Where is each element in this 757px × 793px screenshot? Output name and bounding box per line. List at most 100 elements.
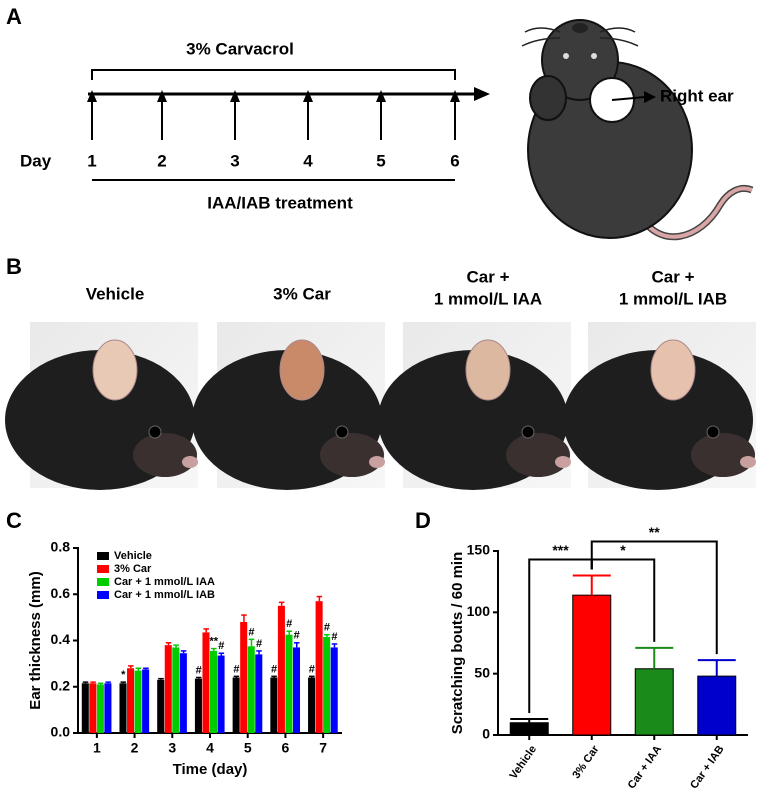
bar	[127, 668, 135, 733]
significance-mark: #	[271, 663, 277, 675]
bar	[119, 683, 127, 733]
bar	[292, 647, 301, 733]
mouse-eye	[335, 425, 349, 439]
mouse-nose	[369, 456, 385, 468]
bar	[134, 670, 142, 733]
panel-letter: A	[6, 4, 22, 29]
bar	[89, 683, 97, 733]
bar	[285, 634, 293, 733]
significance-mark: #	[309, 663, 315, 675]
bar	[572, 594, 612, 736]
significance-mark: #	[286, 618, 292, 630]
bar	[179, 653, 187, 733]
mouse-drawing	[521, 19, 754, 241]
photo-labels: Vehicle 3% Car Car + 1 mmol/L IAA Car + 1 mmo…	[86, 267, 727, 308]
bracket	[91, 69, 456, 80]
significance-mark: #	[294, 630, 300, 642]
ear-label: Right ear	[660, 86, 734, 105]
day-arrowhead	[87, 90, 97, 102]
mouse-ear	[92, 339, 138, 401]
day-arrowhead	[450, 90, 460, 102]
mouse-nose	[182, 456, 198, 468]
photo-label: 1 mmol/L IAA	[434, 289, 542, 308]
mouse-eye	[706, 425, 720, 439]
day-number: 1	[87, 151, 96, 170]
bar	[96, 684, 104, 733]
legend-swatch	[97, 591, 109, 599]
photos	[5, 322, 756, 490]
y-tick-label: 0.8	[51, 539, 71, 555]
x-tick-label: Vehicle	[508, 744, 540, 782]
bottom-label: IAA/IAB treatment	[207, 193, 353, 212]
bar	[157, 679, 165, 733]
panel-letter: D	[415, 508, 431, 533]
significance-mark: #	[248, 626, 254, 638]
day-label: Day	[20, 151, 52, 170]
day-arrowhead	[303, 90, 313, 102]
day-arrows: 1 2 3 4 5 6	[87, 90, 460, 170]
bar	[330, 647, 338, 733]
bar	[240, 622, 248, 733]
x-tick-label: 4	[206, 740, 214, 756]
bar	[81, 683, 89, 733]
day-number: 5	[376, 151, 385, 170]
day-arrowhead	[376, 90, 386, 102]
legend-label: 3% Car	[114, 563, 152, 575]
x-tick-label: Car + IAB	[688, 743, 726, 791]
x-tick-label: 3% Car	[570, 743, 602, 781]
bar	[247, 646, 255, 733]
y-tick-label: 0.4	[51, 631, 71, 647]
y-axis-label: Scratching bouts / 60 min	[449, 552, 466, 735]
bar	[142, 669, 150, 733]
photo-label: Vehicle	[86, 284, 145, 303]
mouse-ear	[465, 339, 511, 401]
bar	[315, 601, 323, 733]
top-label: 3% Carvacrol	[186, 39, 294, 58]
significance-label: ***	[552, 542, 569, 558]
significance-mark: **	[209, 636, 218, 648]
photo-label: Car +	[652, 267, 695, 286]
panel-letter: C	[6, 508, 22, 533]
panel-letter: B	[6, 254, 22, 279]
bar	[277, 605, 285, 733]
day-number: 3	[230, 151, 239, 170]
significance-mark: *	[121, 669, 126, 681]
x-tick-label: 5	[244, 740, 252, 756]
bar	[323, 637, 331, 733]
bar	[255, 654, 263, 733]
significance-mark: #	[218, 640, 224, 652]
bar	[172, 647, 180, 733]
significance-mark: #	[196, 664, 202, 676]
bar	[164, 645, 172, 733]
mouse-snout	[506, 433, 570, 477]
significance-bracket	[590, 540, 718, 655]
day-arrowhead	[230, 90, 240, 102]
legend-swatch	[97, 552, 109, 560]
photo-label: Car +	[467, 267, 510, 286]
bar	[104, 683, 112, 733]
bar	[634, 668, 674, 736]
photo-label: 1 mmol/L IAB	[619, 289, 727, 308]
y-tick-label: 0	[482, 726, 490, 742]
day-number: 2	[157, 151, 166, 170]
mouse-eye	[148, 425, 162, 439]
bar	[210, 650, 218, 733]
mouse-snout	[691, 433, 755, 477]
bar	[232, 677, 240, 733]
day-number: 4	[303, 151, 313, 170]
mouse-ear	[279, 339, 325, 401]
mouse-snout	[320, 433, 384, 477]
day-number: 6	[450, 151, 459, 170]
bar	[202, 632, 210, 733]
bar	[697, 675, 737, 736]
legend-swatch	[97, 578, 109, 586]
charts: C 0.0 0.2 0.4 0.6 0.8 Ear thickness (mm) Time (…	[6, 508, 748, 791]
significance-mark: #	[331, 631, 337, 643]
legend-label: Vehicle	[114, 550, 152, 562]
x-tick-label: Car + IAA	[626, 743, 664, 791]
bar	[509, 722, 549, 736]
bar	[270, 677, 278, 733]
mouse-nose	[555, 456, 571, 468]
mouse-ear	[650, 339, 696, 401]
